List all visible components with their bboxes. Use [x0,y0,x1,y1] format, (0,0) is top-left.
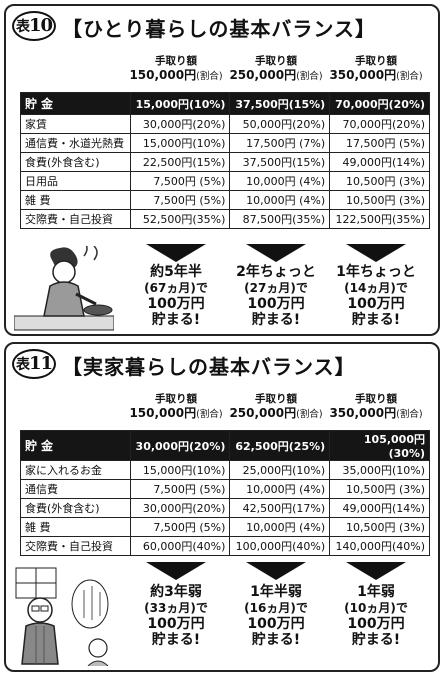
row-label: 貯金 [20,92,131,115]
table10-title: 【ひとり暮らしの基本バランス】 [62,17,376,41]
table-row: 雑 費 7,500円 (5%) 10,000円 (4%) 10,500円 (3%… [20,517,430,537]
cell-value: 49,000円(14%) [329,152,430,172]
table-row: 食費(外食含む) 30,000円(20%) 42,500円(17%) 49,00… [20,498,430,518]
cell-value: 7,500円 (5%) [129,479,231,499]
table10-col1-header: 手取り額 150,000円(割合) [129,55,223,82]
table11-col2-header: 手取り額 250,000円(割合) [229,393,323,420]
result-col3: 1年ちょっと (14ヵ月)で 100万円 貯まる! [336,264,416,328]
cell-value: 25,000円(10%) [229,460,331,480]
cell-value: 10,000円 (4%) [229,171,331,191]
table10-panel: 表10 【ひとり暮らしの基本バランス】 手取り額 150,000円(割合) 手取… [4,4,440,336]
cell-value: 30,000円(20%) [129,114,231,134]
table11-grid: 貯金 30,000円(20%) 62,500円(25%) 105,000円(30… [20,430,430,556]
cell-value: 70,000円(20%) [329,92,430,115]
cell-value: 87,500円(35%) [229,209,331,229]
result-col1: 約3年弱 (33ヵ月)で 100万円 貯まる! [144,584,208,648]
cell-value: 17,500円 (5%) [329,133,430,153]
cell-value: 60,000円(40%) [129,536,231,556]
row-label: 通信費・水道光熱費 [20,133,131,153]
cell-value: 15,000円(10%) [129,92,231,115]
down-arrow-icon [346,562,406,580]
result-col2: 2年ちょっと (27ヵ月)で 100万円 貯まる! [236,264,316,328]
table-row: 交際費・自己投資 52,500円(35%) 87,500円(35%) 122,5… [20,209,430,229]
table11-panel: 表11 【実家暮らしの基本バランス】 手取り額 150,000円(割合) 手取り… [4,342,440,672]
row-label: 雑 費 [20,190,131,210]
table10-col3-header: 手取り額 350,000円(割合) [329,55,423,82]
cell-value: 15,000円(10%) [129,460,231,480]
cell-value: 49,000円(14%) [329,498,430,518]
cell-value: 37,500円(15%) [229,92,331,115]
cooking-person-illustration [14,246,114,331]
row-label: 食費(外食含む) [20,498,131,518]
cell-value: 10,500円 (3%) [329,517,430,537]
table11-badge: 表11 [12,349,56,379]
down-arrow-icon [146,244,206,262]
row-label: 日用品 [20,171,131,191]
cell-value: 10,500円 (3%) [329,171,430,191]
row-label: 雑 費 [20,517,131,537]
cell-value: 15,000円(10%) [129,133,231,153]
row-label: 食費(外食含む) [20,152,131,172]
cell-value: 105,000円(30%) [329,430,430,461]
cell-value: 122,500円(35%) [329,209,430,229]
table-row: 通信費 7,500円 (5%) 10,000円 (4%) 10,500円 (3%… [20,479,430,499]
cell-value: 10,500円 (3%) [329,479,430,499]
down-arrow-icon [246,562,306,580]
row-label: 交際費・自己投資 [20,536,131,556]
table-row: 日用品 7,500円 (5%) 10,000円 (4%) 10,500円 (3%… [20,171,430,191]
table-row: 交際費・自己投資 60,000円(40%) 100,000円(40%) 140,… [20,536,430,556]
table-row: 家賃 30,000円(20%) 50,000円(20%) 70,000円(20%… [20,114,430,134]
row-label: 貯金 [20,430,131,461]
table11-col3-header: 手取り額 350,000円(割合) [329,393,423,420]
cell-value: 7,500円 (5%) [129,190,231,210]
table10-col2-header: 手取り額 250,000円(割合) [229,55,323,82]
table11-col1-header: 手取り額 150,000円(割合) [129,393,223,420]
cell-value: 7,500円 (5%) [129,171,231,191]
cell-value: 100,000円(40%) [229,536,331,556]
down-arrow-icon [346,244,406,262]
family-home-illustration [15,567,109,666]
row-label: 交際費・自己投資 [20,209,131,229]
table10-badge: 表10 [12,11,56,41]
cell-value: 70,000円(20%) [329,114,430,134]
table11-title: 【実家暮らしの基本バランス】 [62,355,356,379]
cell-value: 10,000円 (4%) [229,517,331,537]
cell-value: 35,000円(10%) [329,460,430,480]
cell-value: 10,000円 (4%) [229,190,331,210]
table-row: 通信費・水道光熱費 15,000円(10%) 17,500円 (7%) 17,5… [20,133,430,153]
down-arrow-icon [146,562,206,580]
table-row: 家に入れるお金 15,000円(10%) 25,000円(10%) 35,000… [20,460,430,480]
table-row: 食費(外食含む) 22,500円(15%) 37,500円(15%) 49,00… [20,152,430,172]
cell-value: 10,500円 (3%) [329,190,430,210]
row-label: 家に入れるお金 [20,460,131,480]
result-col3: 1年弱 (10ヵ月)で 100万円 貯まる! [344,584,408,648]
cell-value: 30,000円(20%) [129,498,231,518]
cell-value: 10,000円 (4%) [229,479,331,499]
cell-value: 50,000円(20%) [229,114,331,134]
table-row: 雑 費 7,500円 (5%) 10,000円 (4%) 10,500円 (3%… [20,190,430,210]
row-label: 通信費 [20,479,131,499]
cell-value: 22,500円(15%) [129,152,231,172]
cell-value: 62,500円(25%) [229,430,331,461]
cell-value: 7,500円 (5%) [129,517,231,537]
cell-value: 37,500円(15%) [229,152,331,172]
cell-value: 42,500円(17%) [229,498,331,518]
row-label: 家賃 [20,114,131,134]
result-col2: 1年半弱 (16ヵ月)で 100万円 貯まる! [244,584,308,648]
down-arrow-icon [246,244,306,262]
table10-savings-row: 貯金 15,000円(10%) 37,500円(15%) 70,000円(20%… [20,92,430,115]
cell-value: 30,000円(20%) [129,430,231,461]
cell-value: 52,500円(35%) [129,209,231,229]
table11-savings-row: 貯金 30,000円(20%) 62,500円(25%) 105,000円(30… [20,430,430,461]
result-col1: 約5年半 (67ヵ月)で 100万円 貯まる! [144,264,208,328]
cell-value: 17,500円 (7%) [229,133,331,153]
table10-grid: 貯金 15,000円(10%) 37,500円(15%) 70,000円(20%… [20,92,430,229]
cell-value: 140,000円(40%) [329,536,430,556]
